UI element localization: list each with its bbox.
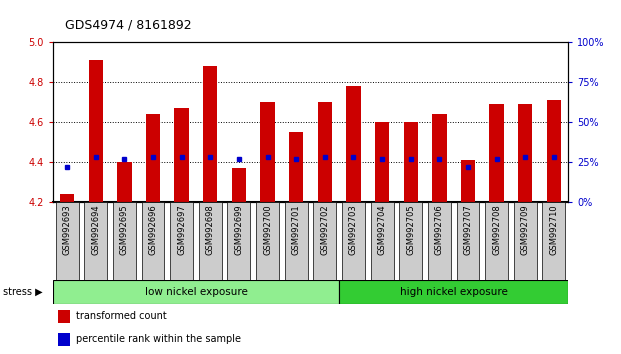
Bar [203, 66, 217, 202]
FancyBboxPatch shape [339, 280, 568, 304]
FancyBboxPatch shape [113, 202, 136, 280]
Text: GSM992699: GSM992699 [234, 204, 243, 255]
Bar [58, 310, 70, 323]
FancyBboxPatch shape [399, 202, 422, 280]
Text: GDS4974 / 8161892: GDS4974 / 8161892 [65, 19, 192, 32]
FancyBboxPatch shape [485, 202, 508, 280]
Text: low nickel exposure: low nickel exposure [145, 287, 247, 297]
Text: GSM992701: GSM992701 [292, 204, 301, 255]
Bar [375, 122, 389, 202]
Text: GSM992694: GSM992694 [91, 204, 100, 255]
Text: GSM992706: GSM992706 [435, 204, 444, 255]
Text: percentile rank within the sample: percentile rank within the sample [76, 335, 241, 344]
Bar [404, 122, 418, 202]
FancyBboxPatch shape [84, 202, 107, 280]
Text: high nickel exposure: high nickel exposure [400, 287, 507, 297]
Bar [232, 168, 246, 202]
FancyBboxPatch shape [142, 202, 165, 280]
FancyBboxPatch shape [284, 202, 307, 280]
Text: stress ▶: stress ▶ [3, 287, 43, 297]
Bar [347, 86, 361, 202]
FancyBboxPatch shape [342, 202, 365, 280]
Bar [58, 333, 70, 346]
FancyBboxPatch shape [428, 202, 451, 280]
FancyBboxPatch shape [227, 202, 250, 280]
FancyBboxPatch shape [543, 202, 565, 280]
Bar [432, 114, 446, 202]
Text: GSM992709: GSM992709 [521, 204, 530, 255]
Bar [60, 194, 75, 202]
Text: GSM992700: GSM992700 [263, 204, 272, 255]
Bar [489, 104, 504, 202]
FancyBboxPatch shape [514, 202, 537, 280]
Bar [518, 104, 532, 202]
FancyBboxPatch shape [456, 202, 479, 280]
FancyBboxPatch shape [199, 202, 222, 280]
Text: GSM992704: GSM992704 [378, 204, 387, 255]
Text: GSM992705: GSM992705 [406, 204, 415, 255]
Bar [89, 61, 103, 202]
Bar [461, 160, 475, 202]
Text: GSM992693: GSM992693 [63, 204, 71, 255]
Text: GSM992697: GSM992697 [177, 204, 186, 255]
FancyBboxPatch shape [371, 202, 394, 280]
Text: GSM992698: GSM992698 [206, 204, 215, 255]
Bar [117, 162, 132, 202]
FancyBboxPatch shape [314, 202, 337, 280]
Text: GSM992708: GSM992708 [492, 204, 501, 255]
Text: GSM992710: GSM992710 [550, 204, 558, 255]
Text: GSM992707: GSM992707 [463, 204, 473, 255]
Bar [318, 102, 332, 202]
Text: GSM992696: GSM992696 [148, 204, 158, 255]
Bar [260, 102, 274, 202]
Text: GSM992703: GSM992703 [349, 204, 358, 255]
Bar [175, 108, 189, 202]
Text: transformed count: transformed count [76, 312, 166, 321]
FancyBboxPatch shape [256, 202, 279, 280]
Text: GSM992695: GSM992695 [120, 204, 129, 255]
Bar [546, 100, 561, 202]
Bar [146, 114, 160, 202]
Text: GSM992702: GSM992702 [320, 204, 329, 255]
FancyBboxPatch shape [56, 202, 78, 280]
FancyBboxPatch shape [170, 202, 193, 280]
Bar [289, 132, 303, 202]
FancyBboxPatch shape [53, 280, 339, 304]
